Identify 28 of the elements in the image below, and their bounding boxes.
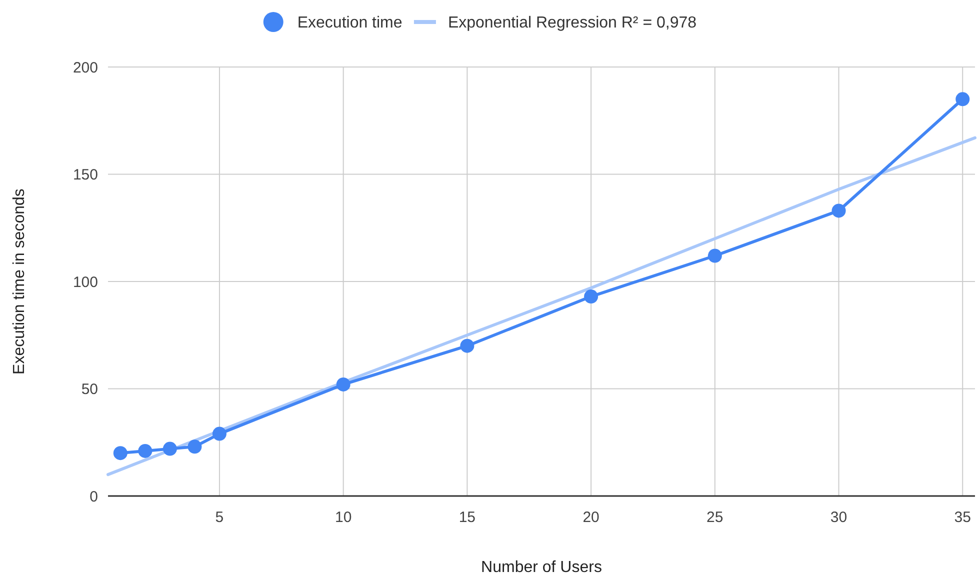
- point: [832, 204, 846, 218]
- point: [956, 92, 970, 106]
- point: [113, 446, 128, 460]
- point: [460, 338, 474, 353]
- x-axis-title: Number of Users: [481, 559, 602, 576]
- x-tick-label: 30: [830, 509, 848, 526]
- point: [212, 426, 226, 441]
- y-tick-label: 100: [72, 274, 98, 291]
- point: [708, 248, 722, 263]
- x-tick-label: 25: [706, 509, 724, 526]
- y-tick-label: 50: [81, 381, 98, 398]
- y-tick-label: 150: [72, 166, 98, 184]
- x-tick-label: 10: [334, 509, 352, 526]
- legend-label: Execution time: [297, 14, 402, 32]
- y-axis-title: Execution time in seconds: [11, 188, 28, 374]
- point: [138, 444, 152, 458]
- line-series: [106, 136, 976, 476]
- point: [162, 442, 177, 456]
- x-tick-label: 15: [458, 509, 476, 526]
- legend-label: Exponential Regression R² = 0,978: [448, 14, 697, 32]
- point: [188, 440, 202, 454]
- y-tick-label: 0: [90, 488, 98, 506]
- x-tick-label: 5: [215, 509, 224, 526]
- point: [584, 290, 598, 304]
- y-tick-label: 200: [72, 59, 98, 76]
- point: [336, 377, 350, 392]
- x-tick-label: 20: [582, 509, 600, 526]
- x-tick-label: 35: [954, 509, 971, 526]
